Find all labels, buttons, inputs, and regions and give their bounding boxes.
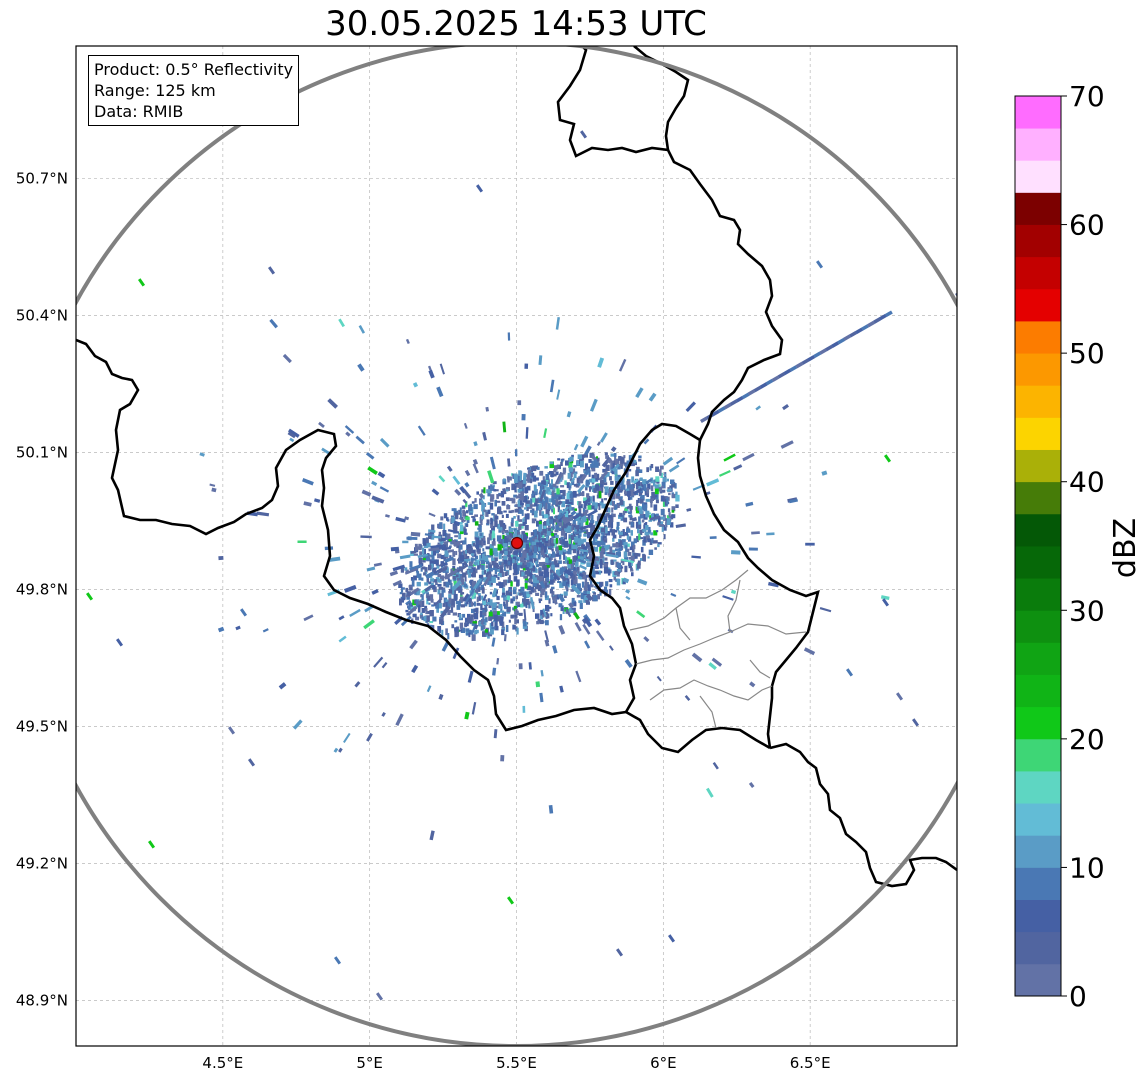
- colorbar-segment: [1015, 385, 1061, 418]
- lon-tick-label: 4.5°E: [202, 1054, 243, 1072]
- lat-tick-label: 50.7°N: [16, 169, 68, 187]
- colorbar-segment: [1015, 738, 1061, 772]
- longitude-tick-labels: 4.5°E 5°E 5.5°E 6°E 6.5°E: [202, 1054, 830, 1072]
- colorbar-tick-label: 50: [1069, 337, 1105, 370]
- colorbar-tick-label: 30: [1069, 594, 1105, 627]
- border-luxembourg-france: [625, 710, 771, 754]
- colorbar-segment: [1015, 899, 1061, 933]
- colorbar-segment: [1015, 963, 1061, 997]
- colorbar-label: dBZ: [1108, 518, 1143, 578]
- colorbar-segment: [1015, 513, 1061, 547]
- colorbar-segment: [1015, 321, 1061, 354]
- lat-tick-label: 49.2°N: [16, 854, 68, 872]
- colorbar: 0 10 20 30 40 50 60 70 dBZ: [1014, 80, 1143, 1013]
- colorbar-segment: [1015, 546, 1061, 579]
- colorbar-tick-label: 40: [1069, 466, 1105, 499]
- colorbar-frame: [1014, 95, 1062, 997]
- colorbar-segment: [1015, 288, 1061, 322]
- info-product: Product: 0.5° Reflectivity: [94, 60, 294, 79]
- lon-tick-label: 6°E: [650, 1054, 677, 1072]
- colorbar-segment: [1015, 706, 1061, 740]
- colorbar-tick-labels: 0 10 20 30 40 50 60 70: [1061, 80, 1105, 1013]
- colorbar-segment: [1015, 449, 1061, 483]
- colorbar-segment: [1015, 803, 1061, 836]
- border-luxembourg-germany: [696, 439, 820, 749]
- colorbar-segment: [1015, 642, 1061, 675]
- info-range: Range: 125 km: [94, 81, 216, 100]
- border-belgium-luxembourg: [556, 46, 784, 713]
- colorbar-tick-label: 0: [1069, 980, 1087, 1013]
- colorbar-segment: [1015, 417, 1061, 450]
- border-france-belgium: [76, 338, 627, 732]
- colorbar-segment: [1015, 481, 1061, 515]
- colorbar-segment: [1015, 578, 1061, 611]
- colorbar-tick-label: 70: [1069, 80, 1105, 113]
- lon-tick-label: 6.5°E: [790, 1054, 831, 1072]
- colorbar-segment: [1015, 192, 1061, 225]
- lat-tick-label: 50.1°N: [16, 443, 68, 461]
- colorbar-segment: [1015, 931, 1061, 965]
- lat-tick-label: 48.9°N: [16, 991, 68, 1009]
- colorbar-segment: [1015, 256, 1061, 290]
- lon-tick-label: 5.5°E: [496, 1054, 537, 1072]
- colorbar-segment: [1015, 610, 1061, 643]
- lat-tick-label: 50.4°N: [16, 306, 68, 324]
- colorbar-segment: [1015, 128, 1061, 161]
- colorbar-segment: [1015, 160, 1061, 193]
- lat-tick-label: 49.8°N: [16, 580, 68, 598]
- map-plot-area: [75, 45, 958, 1047]
- colorbar-tick-label: 10: [1069, 851, 1105, 884]
- info-source: Data: RMIB: [94, 102, 184, 121]
- reflectivity-echoes: [86, 130, 957, 1001]
- colorbar-tick-label: 60: [1069, 209, 1105, 242]
- lon-tick-label: 5°E: [356, 1054, 383, 1072]
- colorbar-segment: [1015, 771, 1061, 804]
- internal-boundaries: [629, 569, 807, 729]
- colorbar-segments: [1015, 96, 1061, 997]
- latitude-tick-labels: 50.7°N 50.4°N 50.1°N 49.8°N 49.5°N 49.2°N 48.9…: [16, 169, 68, 1009]
- colorbar-segment: [1015, 867, 1061, 900]
- colorbar-segment: [1015, 224, 1061, 258]
- colorbar-segment: [1015, 674, 1061, 708]
- map-title: 30.05.2025 14:53 UTC: [325, 4, 707, 44]
- radar-site-marker: [510, 536, 524, 550]
- colorbar-segment: [1015, 96, 1061, 129]
- colorbar-tick-label: 20: [1069, 723, 1105, 756]
- colorbar-segment: [1015, 353, 1061, 386]
- info-box: Product: 0.5° Reflectivity Range: 125 km…: [88, 55, 300, 126]
- lat-tick-label: 49.5°N: [16, 717, 68, 735]
- plot-frame: [75, 45, 958, 1047]
- colorbar-segment: [1015, 835, 1061, 868]
- border-france-germany: [769, 742, 957, 888]
